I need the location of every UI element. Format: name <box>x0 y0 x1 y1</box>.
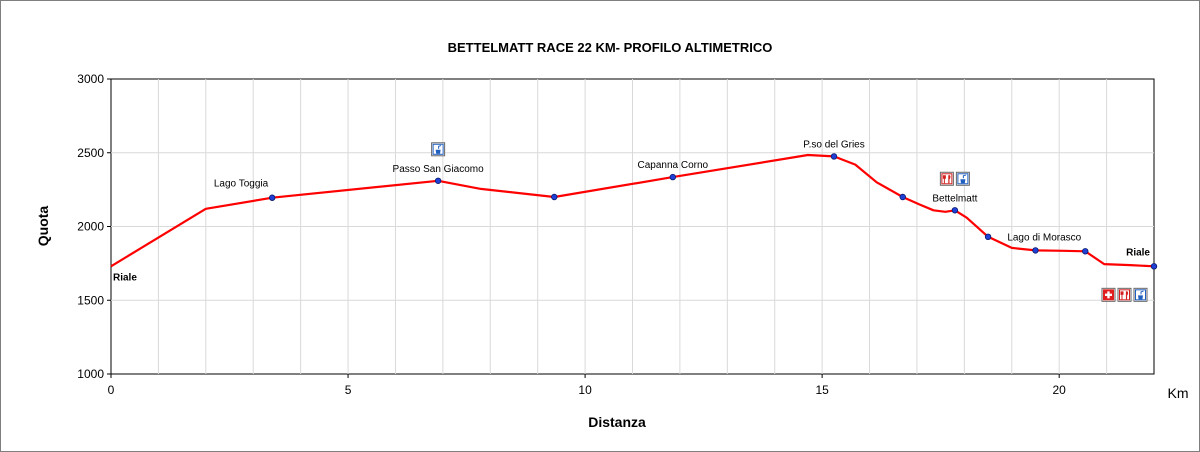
x-tick-label: 15 <box>815 383 829 397</box>
waypoint-marker <box>268 194 276 201</box>
waypoint-label: P.so del Gries <box>803 139 865 150</box>
water-icon <box>431 142 446 157</box>
x-axis-ticks: 0 5 10 15 20 <box>108 374 1067 397</box>
waypoint-marker <box>984 233 992 241</box>
waypoint-marker <box>899 193 906 201</box>
food-icon <box>939 171 954 186</box>
x-tick-label: 5 <box>345 383 352 397</box>
waypoint-label: Riale <box>1126 247 1150 258</box>
water-icon <box>1133 287 1148 302</box>
y-axis-label: Quota <box>35 206 51 247</box>
x-tick-label: 10 <box>578 383 592 397</box>
y-tick-label: 2500 <box>77 146 104 160</box>
waypoint-label: Capanna Corno <box>637 160 708 171</box>
waypoint-marker <box>951 207 959 214</box>
waypoint-marker <box>1082 248 1089 255</box>
y-tick-label: 2000 <box>77 220 104 234</box>
waypoint-marker <box>1150 263 1158 270</box>
waypoint-marker <box>1032 247 1039 254</box>
grid <box>111 79 1154 374</box>
waypoint-label: Lago di Morasco <box>1007 232 1081 243</box>
waypoint-icons <box>431 142 1148 302</box>
y-tick-label: 1500 <box>77 293 104 307</box>
waypoint-marker <box>669 173 676 181</box>
y-tick-label: 1000 <box>77 367 104 381</box>
food-icon <box>1117 287 1132 302</box>
waypoint-marker <box>551 193 558 201</box>
waypoint-label: Riale <box>113 272 137 283</box>
x-axis-unit: Km <box>1168 385 1189 401</box>
x-axis-label: Distanza <box>588 414 646 430</box>
elevation-line <box>110 153 1155 268</box>
first-aid-icon <box>1101 287 1116 302</box>
waypoint-markers <box>268 153 1158 270</box>
waypoint-marker <box>830 153 838 160</box>
waypoint-label: Passo San Giacomo <box>393 164 485 175</box>
x-tick-label: 0 <box>108 383 115 397</box>
x-tick-label: 20 <box>1053 383 1067 397</box>
chart-title: BETTELMATT RACE 22 KM- PROFILO ALTIMETRI… <box>448 40 773 55</box>
y-axis-ticks: 1000 1500 2000 2500 3000 <box>77 72 111 381</box>
water-icon <box>955 171 970 186</box>
waypoint-labels: Riale Lago Toggia Passo San Giacomo Capanna… <box>113 139 1150 283</box>
waypoint-label: Lago Toggia <box>214 179 269 190</box>
y-tick-label: 3000 <box>77 72 104 86</box>
waypoint-label: Bettelmatt <box>932 193 977 204</box>
waypoint-marker <box>434 177 442 184</box>
